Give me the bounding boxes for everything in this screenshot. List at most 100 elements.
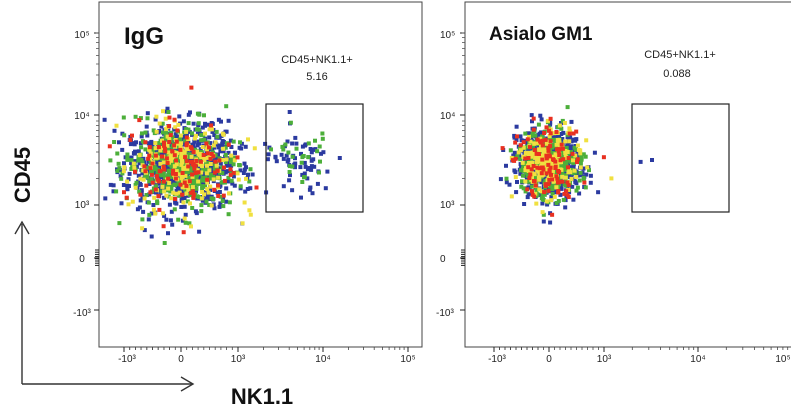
data-point	[183, 155, 188, 160]
data-point	[163, 186, 167, 191]
gate-label-igg: CD45+NK1.1+	[281, 54, 353, 66]
data-point	[121, 115, 126, 120]
data-point	[190, 174, 195, 179]
data-point	[550, 212, 555, 217]
data-point	[144, 193, 149, 198]
data-point	[307, 187, 312, 192]
data-point	[200, 190, 205, 194]
data-point	[530, 175, 534, 180]
data-point	[564, 161, 569, 166]
data-point	[147, 179, 152, 184]
data-point	[510, 158, 515, 163]
data-point	[121, 169, 126, 174]
data-point	[514, 138, 519, 142]
data-point	[545, 202, 550, 207]
data-point	[315, 149, 320, 154]
data-point	[306, 155, 311, 160]
data-point	[519, 138, 524, 143]
data-point	[207, 122, 211, 127]
data-point	[167, 124, 172, 129]
data-point	[500, 146, 505, 151]
data-point	[191, 142, 196, 147]
data-point	[129, 158, 134, 163]
data-point	[139, 158, 144, 162]
data-point	[539, 189, 544, 194]
data-point	[248, 186, 253, 191]
data-point	[184, 135, 189, 140]
data-point	[227, 179, 232, 184]
data-point	[140, 195, 145, 200]
data-point	[509, 194, 514, 199]
data-point	[156, 159, 161, 164]
data-point	[137, 189, 142, 194]
data-point	[531, 145, 536, 150]
data-point	[531, 164, 536, 168]
data-point	[561, 157, 566, 162]
data-point	[588, 173, 593, 178]
data-point	[133, 114, 138, 119]
data-point	[152, 195, 157, 200]
data-point	[165, 161, 170, 165]
data-point	[541, 197, 545, 202]
data-point	[103, 196, 108, 201]
data-point	[187, 170, 191, 175]
data-point	[164, 156, 169, 161]
data-point	[530, 171, 535, 176]
data-point	[171, 155, 176, 160]
data-point	[150, 161, 155, 166]
data-point	[523, 179, 528, 184]
data-point	[111, 183, 116, 188]
data-point	[216, 152, 220, 157]
data-point	[544, 141, 549, 146]
data-point	[153, 187, 158, 192]
data-point	[523, 168, 528, 173]
data-point	[542, 192, 547, 197]
data-point	[246, 137, 250, 142]
data-point	[567, 139, 572, 144]
data-point	[504, 163, 508, 168]
data-point	[287, 170, 292, 174]
data-point	[170, 178, 175, 182]
data-point	[170, 135, 175, 140]
data-point	[294, 141, 299, 146]
data-point	[128, 138, 133, 142]
data-point	[194, 186, 199, 191]
data-point	[220, 199, 225, 204]
data-point	[564, 145, 569, 150]
data-point	[196, 121, 201, 126]
x-axis-arrow	[22, 376, 195, 392]
data-point	[526, 165, 531, 170]
data-point	[226, 118, 231, 123]
data-point	[199, 138, 204, 143]
data-point	[530, 160, 535, 165]
data-point	[156, 194, 161, 199]
data-point	[212, 166, 217, 171]
data-point	[537, 177, 542, 182]
data-point	[570, 151, 575, 156]
data-point	[560, 146, 565, 151]
data-point	[166, 173, 171, 178]
data-point	[167, 115, 172, 120]
x-tick-label: -10³	[488, 354, 506, 365]
data-point	[205, 163, 209, 168]
data-point	[162, 146, 167, 151]
data-point	[207, 145, 211, 150]
data-point	[569, 144, 574, 149]
data-point	[205, 177, 210, 182]
data-point	[160, 184, 165, 189]
data-point	[244, 176, 248, 181]
data-point	[299, 160, 304, 165]
data-point	[574, 175, 579, 179]
data-point	[552, 131, 557, 136]
data-point	[293, 156, 297, 161]
data-point	[208, 184, 213, 189]
data-point	[117, 221, 122, 226]
data-point	[212, 170, 217, 175]
data-point	[204, 171, 209, 176]
data-point	[309, 150, 314, 155]
data-point	[569, 146, 574, 151]
data-point	[208, 141, 213, 146]
plot-frame-asialo-gm1	[464, 1, 791, 348]
data-point	[509, 155, 514, 160]
data-point	[126, 202, 131, 207]
